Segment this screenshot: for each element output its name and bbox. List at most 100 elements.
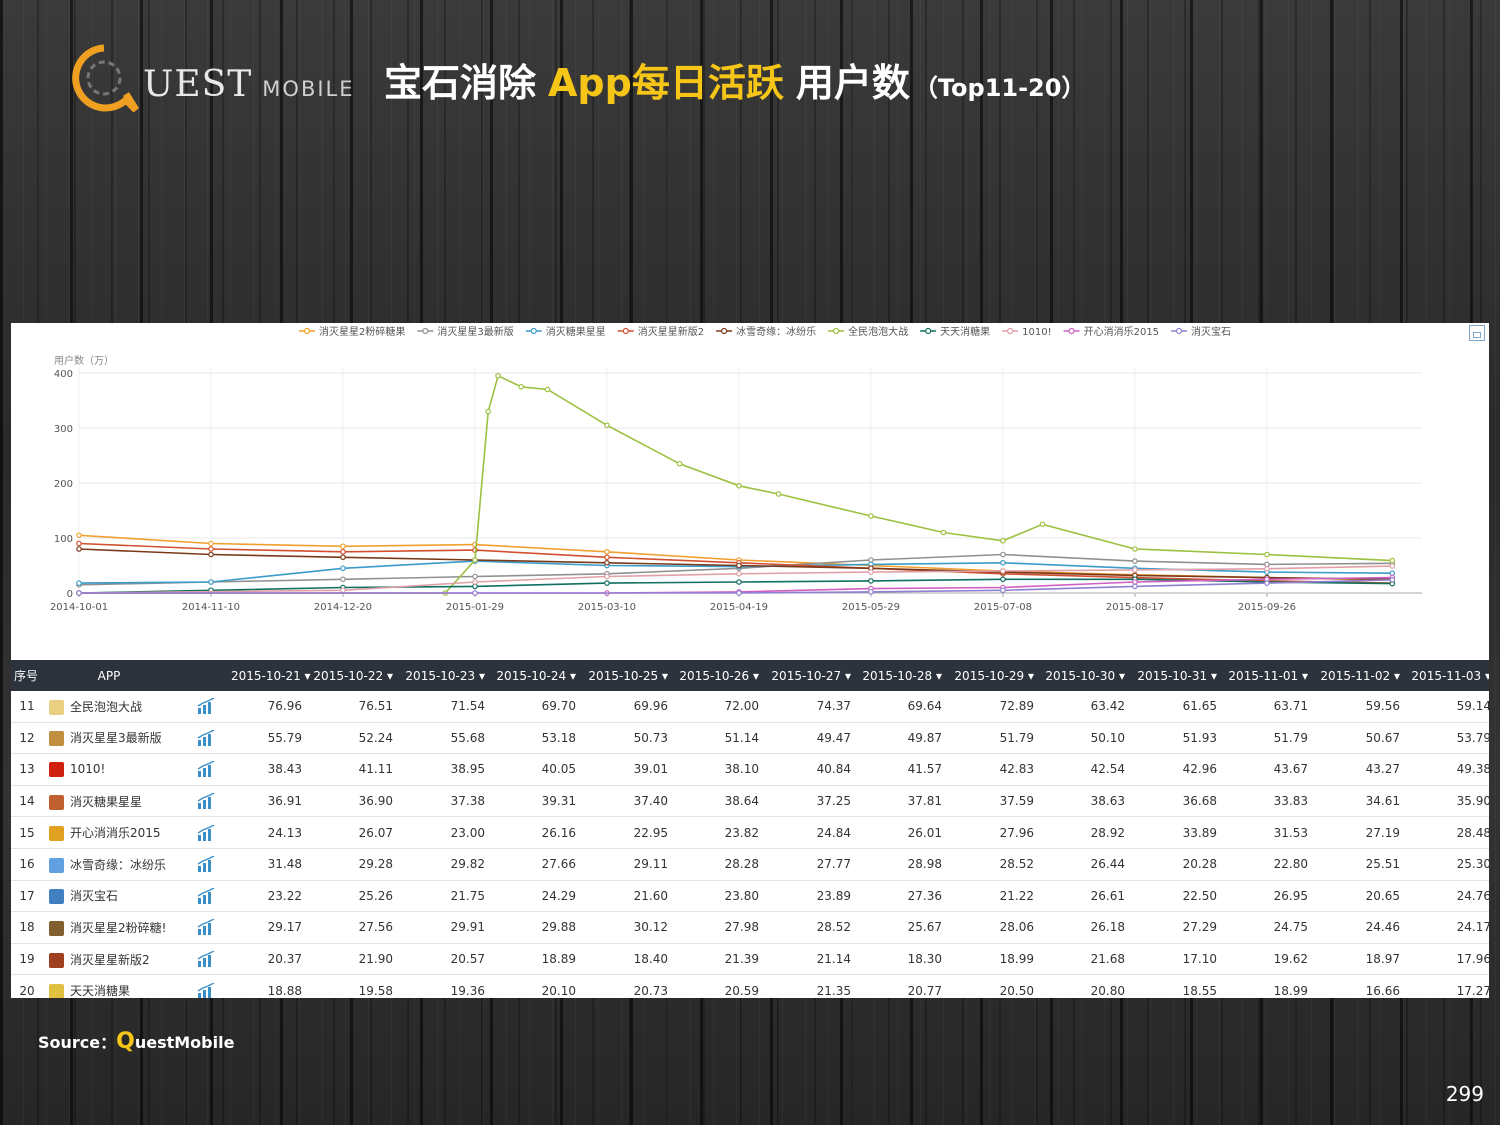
table-row: 11 全民泡泡大战 76.96 76.51 71.54 69.70 69.96 72.00 74…: [11, 691, 1489, 723]
series-5-point-12: [940, 529, 947, 536]
download-icon[interactable]: [1469, 325, 1485, 341]
trend-chart-icon[interactable]: [197, 919, 215, 936]
trend-chart-icon[interactable]: [197, 824, 215, 841]
legend-item-4[interactable]: 冰雪奇缘：冰纷乐: [716, 325, 816, 338]
header-date[interactable]: 2015-11-01 ▾: [1223, 660, 1314, 691]
series-5-point-3: [485, 408, 491, 415]
row-value: 72.89: [948, 691, 1040, 723]
legend-marker: [622, 327, 629, 335]
trend-chart-icon[interactable]: [197, 856, 215, 873]
row-value: 29.11: [582, 848, 674, 881]
title-part-1: 宝石消除: [384, 61, 537, 105]
row-value: 18.88: [231, 974, 308, 998]
series-8-point-6: [1132, 579, 1138, 585]
source-label: Source：: [38, 1033, 117, 1052]
logo-brand: UEST: [143, 64, 253, 105]
series-5-point-9: [736, 482, 742, 489]
row-trend[interactable]: [181, 974, 231, 998]
trend-chart-icon[interactable]: [197, 887, 215, 904]
legend-item-8[interactable]: 开心消消乐2015: [1063, 325, 1159, 338]
legend-item-3[interactable]: 消灭星星新版2: [617, 325, 704, 338]
legend-item-1[interactable]: 消灭星星3最新版: [417, 325, 514, 338]
row-app: 开心消消乐2015: [43, 816, 181, 849]
row-value: 18.30: [857, 943, 948, 976]
row-value: 27.98: [674, 911, 765, 944]
header-date[interactable]: 2015-10-22 ▾: [308, 660, 399, 691]
app-icon: [49, 794, 64, 810]
row-value: 71.54: [399, 691, 491, 723]
trend-chart-icon[interactable]: [197, 793, 215, 810]
row-value: 38.64: [674, 785, 765, 818]
row-app: 消灭星星2粉碎糖!: [43, 911, 181, 944]
title-part-4: （Top11-20）: [913, 74, 1086, 102]
header-date[interactable]: 2015-10-25 ▾: [582, 660, 674, 691]
row-trend[interactable]: [181, 911, 231, 944]
questmobile-logo: [72, 44, 139, 113]
row-value: 18.89: [491, 943, 582, 976]
header-date[interactable]: 2015-10-28 ▾: [857, 660, 948, 691]
row-value: 23.00: [399, 816, 491, 849]
header-date[interactable]: 2015-10-31 ▾: [1131, 660, 1223, 691]
row-value: 17.27: [1406, 974, 1489, 998]
legend-label: 消灭星星新版2: [638, 325, 704, 338]
row-value: 35.90: [1406, 785, 1489, 818]
legend-item-6[interactable]: 天天消糖果: [920, 325, 990, 338]
row-value: 49.47: [765, 722, 857, 755]
row-value: 41.11: [308, 753, 399, 786]
row-value: 21.22: [948, 880, 1040, 913]
trend-chart-icon[interactable]: [197, 729, 215, 746]
row-app: 消灭星星3最新版: [43, 722, 181, 755]
app-icon: [49, 920, 64, 936]
legend-item-9[interactable]: 消灭宝石: [1171, 325, 1231, 338]
row-trend[interactable]: [181, 691, 231, 723]
row-trend[interactable]: [181, 753, 231, 786]
legend-item-2[interactable]: 消灭糖果星星: [525, 325, 606, 338]
header-date[interactable]: 2015-11-02 ▾: [1314, 660, 1406, 691]
header-date[interactable]: 2015-10-21 ▾: [231, 660, 311, 691]
series-5-point-5: [518, 383, 524, 390]
header-date[interactable]: 2015-10-23 ▾: [399, 660, 491, 691]
series-6-point-3: [472, 583, 478, 590]
legend-item-7[interactable]: 1010!: [1002, 327, 1052, 338]
row-value: 69.64: [857, 691, 948, 723]
legend-item-5[interactable]: 全民泡泡大战: [828, 325, 908, 338]
row-trend[interactable]: [181, 722, 231, 755]
row-value: 40.05: [491, 753, 582, 786]
row-trend[interactable]: [181, 785, 231, 818]
header-date[interactable]: 2015-10-24 ▾: [491, 660, 582, 691]
trend-chart-icon[interactable]: [197, 982, 215, 998]
header-trend: [181, 660, 231, 691]
trend-chart-icon[interactable]: [197, 951, 215, 968]
row-index: 19: [11, 943, 43, 976]
row-trend[interactable]: [181, 848, 231, 881]
header-date[interactable]: 2015-10-29 ▾: [948, 660, 1040, 691]
header-date[interactable]: 2015-10-30 ▾: [1040, 660, 1131, 691]
row-value: 24.29: [491, 880, 582, 913]
series-2-point-2: [340, 565, 346, 572]
header-date[interactable]: 2015-11-03 ▾: [1406, 660, 1489, 691]
legend-item-0[interactable]: 消灭星星2粉碎糖果: [299, 325, 405, 338]
trend-chart-icon[interactable]: [197, 761, 215, 778]
row-trend[interactable]: [181, 880, 231, 913]
series-2-point-7: [1000, 559, 1006, 566]
legend-label: 冰雪奇缘：冰纷乐: [736, 325, 816, 338]
series-5-point-13: [1000, 537, 1006, 544]
row-value: 18.97: [1314, 943, 1406, 976]
trend-chart-icon[interactable]: [197, 698, 215, 715]
row-value: 20.50: [948, 974, 1040, 998]
row-trend[interactable]: [181, 943, 231, 976]
row-value: 20.65: [1314, 880, 1406, 913]
row-value: 53.79: [1406, 722, 1489, 755]
header-date[interactable]: 2015-10-26 ▾: [674, 660, 765, 691]
row-value: 21.35: [765, 974, 857, 998]
row-trend[interactable]: [181, 816, 231, 849]
legend-marker: [1068, 327, 1075, 335]
table-row: 20 天天消糖果 18.88 19.58 19.36 20.10 20.73 20.59 21.…: [11, 974, 1489, 998]
series-0-point-2: [340, 543, 346, 550]
header-date[interactable]: 2015-10-27 ▾: [765, 660, 857, 691]
row-value: 22.80: [1223, 848, 1314, 881]
row-value: 29.82: [399, 848, 491, 881]
row-value: 37.38: [399, 785, 491, 818]
app-name: 消灭糖果星星: [70, 794, 143, 809]
row-value: 28.06: [948, 911, 1040, 944]
